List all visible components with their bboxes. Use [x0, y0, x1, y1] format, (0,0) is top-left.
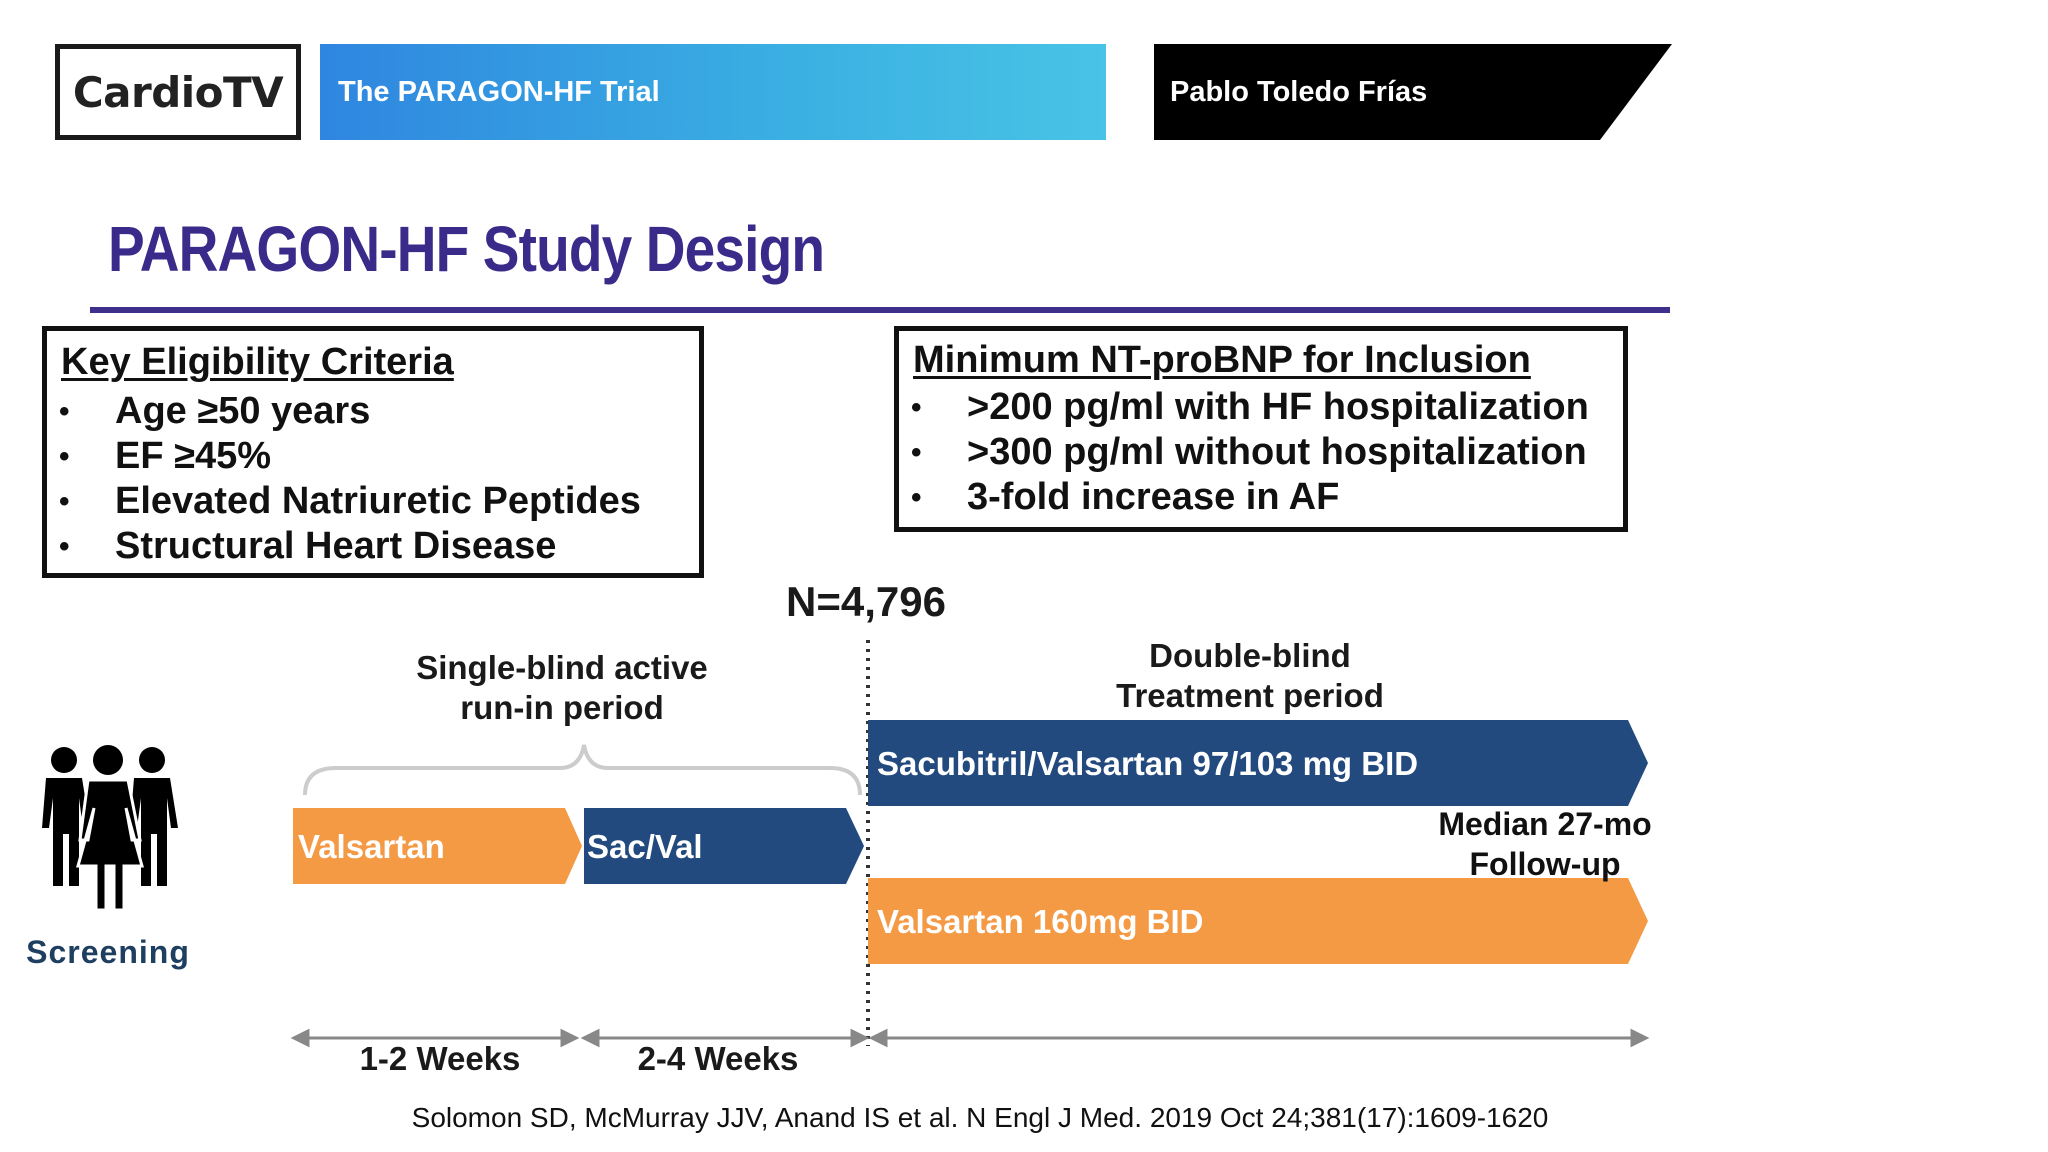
list-item: >300 pg/ml without hospitalization — [899, 430, 1589, 475]
eligibility-heading: Key Eligibility Criteria — [61, 341, 454, 383]
treatment-label-line2: Treatment period — [1116, 677, 1384, 714]
followup-line1: Median 27-mo — [1438, 806, 1652, 842]
runin-sacval-bar — [584, 808, 864, 884]
video-title-bar: The PARAGON-HF Trial — [320, 44, 1106, 140]
valsartan-arm-bar — [868, 878, 1648, 964]
video-title: The PARAGON-HF Trial — [338, 75, 660, 108]
speaker-name: Pablo Toledo Frías — [1170, 75, 1428, 108]
list-item: Elevated Natriuretic Peptides — [47, 479, 641, 524]
valsartan-arm-label: Valsartan 160mg BID — [877, 903, 1204, 940]
duration-1-label: 1-2 Weeks — [359, 1040, 521, 1077]
list-item: >200 pg/ml with HF hospitalization — [899, 385, 1589, 430]
runin-brace — [303, 744, 862, 796]
speaker-banner-shape — [1154, 44, 1672, 140]
list-item: Age ≥50 years — [47, 389, 641, 434]
sacubitril-arm-bar — [868, 720, 1648, 806]
slide-title: PARAGON-HF Study Design — [108, 213, 825, 285]
list-item: EF ≥45% — [47, 434, 641, 479]
list-item: Structural Heart Disease — [47, 524, 641, 569]
duration-arrows — [290, 1028, 1650, 1048]
runin-valsartan-bar — [293, 808, 582, 884]
ntprobnp-list: >200 pg/ml with HF hospitalization >300 … — [899, 385, 1589, 520]
duration-2-label: 2-4 Weeks — [637, 1040, 799, 1077]
eligibility-list: Age ≥50 years EF ≥45% Elevated Natriuret… — [47, 389, 641, 569]
followup-line2: Follow-up — [1469, 846, 1621, 882]
ntprobnp-box: Minimum NT-proBNP for Inclusion >200 pg/… — [894, 326, 1628, 532]
speaker-banner — [1154, 44, 1672, 140]
screening-label: Screening — [26, 934, 190, 970]
treatment-period-label: Double-blind Treatment period — [1100, 636, 1400, 716]
title-divider — [90, 307, 1670, 313]
runin-label-line1: Single-blind active — [416, 649, 708, 686]
runin-sacval-label: Sac/Val — [587, 828, 703, 865]
treatment-label-line1: Double-blind — [1149, 637, 1351, 674]
ntprobnp-heading: Minimum NT-proBNP for Inclusion — [913, 339, 1531, 381]
runin-valsartan-label: Valsartan — [298, 828, 445, 865]
cardiotv-logo: CardioTV — [55, 44, 301, 140]
citation: Solomon SD, McMurray JJV, Anand IS et al… — [411, 1102, 1549, 1133]
runin-period-label: Single-blind active run-in period — [412, 648, 712, 728]
eligibility-box: Key Eligibility Criteria Age ≥50 years E… — [42, 326, 704, 578]
runin-label-line2: run-in period — [460, 689, 664, 726]
sacubitril-arm-label: Sacubitril/Valsartan 97/103 mg BID — [877, 745, 1419, 782]
sample-size-label: N=4,796 — [786, 578, 946, 625]
followup-label: Median 27-mo Follow-up — [1420, 804, 1670, 884]
list-item: 3-fold increase in AF — [899, 475, 1589, 520]
people-icon — [42, 745, 178, 912]
